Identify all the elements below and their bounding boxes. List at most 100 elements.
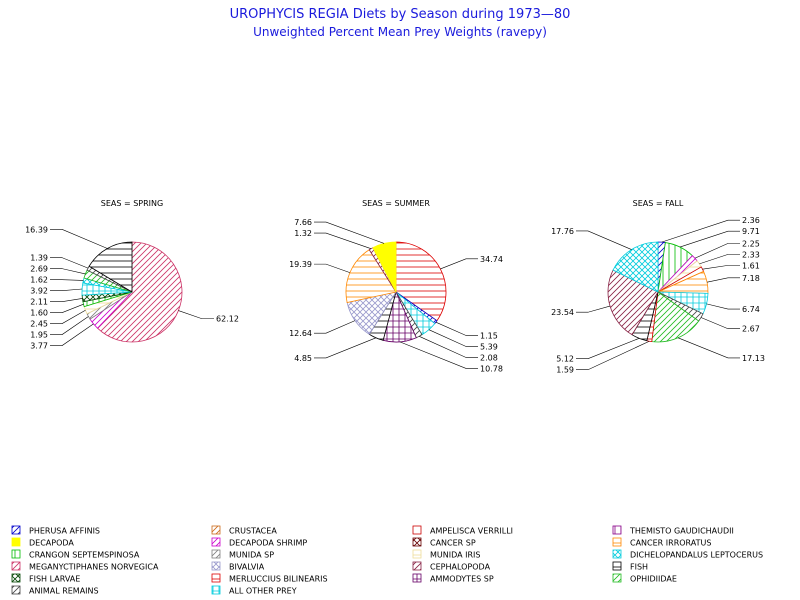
pie-charts: SEAS = SPRING 62.12 16.39 1.39 2.69 1.62 3.92 2… [25, 199, 765, 375]
pie-seas-fall: SEAS = FALL 2.36 9.71 2.25 2.33 1.61 7.18 6.74 2… [551, 199, 765, 375]
slice-value-label: 2.25 [742, 239, 760, 248]
leader-line [314, 320, 356, 334]
leader-line [661, 219, 740, 243]
leader-line [576, 230, 632, 250]
leader-line [314, 263, 350, 273]
legend-label: MUNIDA IRIS [430, 551, 481, 560]
legend-swatch [211, 549, 221, 559]
legend-swatch [412, 537, 422, 547]
legend-label: CRUSTACEA [229, 527, 277, 536]
pie-slice-decapoda [372, 241, 397, 293]
legend-label: MUNIDA SP [229, 551, 274, 560]
legend-label: CRANGON SEPTEMSPINOSA [29, 551, 140, 560]
legend-swatch [11, 573, 21, 583]
slice-value-label: 34.74 [480, 255, 503, 264]
pie-title: SEAS = SPRING [101, 199, 163, 208]
legend-label: OPHIDIIDAE [630, 575, 677, 584]
leader-line [50, 316, 89, 335]
slice-value-label: 5.39 [480, 342, 498, 351]
pie-slice-fish [88, 241, 133, 293]
slice-value-label: 2.36 [742, 216, 760, 225]
legend-swatch [612, 549, 622, 559]
legend-label: CANCER SP [430, 539, 476, 548]
legend-swatch [412, 573, 422, 583]
slice-value-label: 16.39 [25, 225, 48, 234]
leader-line [50, 309, 86, 324]
legend-item-decapoda: DECAPODA [11, 537, 74, 548]
slice-value-label: 1.39 [30, 254, 48, 263]
legend-item-munida-sp: MUNIDA SP [211, 549, 274, 560]
legend-item-bivalvia: BIVALVIA [211, 561, 265, 572]
legend-swatch [612, 537, 622, 547]
slice-value-label: 17.76 [551, 227, 574, 236]
legend-swatch [612, 525, 622, 535]
pie-title: SEAS = FALL [633, 199, 684, 208]
slice-value-label: 1.59 [556, 366, 574, 375]
legend-label: ALL OTHER PREY [229, 587, 297, 596]
slice-value-label: 3.77 [30, 342, 48, 351]
slice-value-label: 2.45 [30, 320, 48, 329]
leader-line [50, 229, 108, 249]
legend-item-all-other-prey: ALL OTHER PREY [211, 585, 297, 596]
leader-line [50, 303, 84, 313]
leader-line [694, 243, 740, 259]
leader-line [706, 303, 740, 310]
slice-value-label: 19.39 [289, 260, 312, 269]
legend-label: DECAPODA [29, 539, 74, 548]
slice-value-label: 6.74 [742, 305, 760, 314]
legend-swatch [211, 585, 221, 595]
leader-line [314, 337, 377, 359]
legend-label: ANIMAL REMAINS [29, 587, 99, 596]
slice-value-label: 2.11 [30, 298, 48, 307]
legend-swatch [612, 561, 622, 571]
legend-item-decapoda-shrimp: DECAPODA SHRIMP [211, 537, 307, 548]
legend-item-animal-remains: ANIMAL REMAINS [11, 585, 99, 596]
slice-value-label: 62.12 [216, 315, 239, 324]
leader-line [50, 298, 83, 302]
legend-swatch [412, 525, 422, 535]
legend-label: CANCER IRRORATUS [630, 539, 711, 548]
legend-item-cancer-sp: CANCER SP [412, 537, 476, 548]
pie-seas-summer: SEAS = SUMMER 34.74 1.15 5.39 2.08 10.78 7.66 1… [289, 199, 503, 373]
legend-swatch [11, 537, 21, 547]
legend-label: CEPHALOPODA [430, 563, 491, 572]
leader-line [419, 336, 478, 358]
slice-value-label: 1.61 [742, 261, 760, 270]
slice-value-label: 1.62 [30, 276, 48, 285]
leader-line [700, 317, 740, 330]
legend-item-cancer-irroratus: CANCER IRRORATUS [612, 537, 711, 548]
legend-item-dichelopandalus-leptocerus: DICHELOPANDALUS LEPTOCERUS [612, 549, 763, 560]
legend-item-merluccius-bilinearis: MERLUCCIUS BILINEARIS [211, 573, 328, 584]
legend-label: FISH [630, 563, 648, 572]
leader-line [576, 340, 650, 371]
leader-line [314, 221, 385, 244]
legend-label: AMPELISCA VERRILLI [430, 527, 513, 536]
legend-item-fish: FISH [612, 561, 648, 572]
legend-label: DICHELOPANDALUS LEPTOCERUS [630, 551, 763, 560]
legend-swatch [412, 561, 422, 571]
legend-item-ampelisca-verrilli: AMPELISCA VERRILLI [412, 525, 513, 536]
leader-line [50, 323, 94, 346]
leader-line [706, 277, 740, 283]
slice-value-label: 7.18 [742, 274, 760, 283]
legend-swatch [211, 537, 221, 547]
slice-value-label: 23.54 [551, 308, 574, 317]
pie-title: SEAS = SUMMER [362, 199, 430, 208]
leader-line [50, 279, 84, 281]
legend-swatch [11, 525, 21, 535]
legend-item-cephalopoda: CEPHALOPODA [412, 561, 491, 572]
slice-value-label: 9.71 [742, 227, 760, 236]
legend-item-ophidiidae: OPHIDIIDAE [612, 573, 677, 584]
legend-item-pherusa-affinis: PHERUSA AFFINIS [11, 525, 100, 536]
pie-slice-merluccius-bilinearis [395, 241, 447, 322]
legend-swatch [11, 561, 21, 571]
leader-line [50, 268, 86, 275]
slice-value-label: 17.13 [742, 354, 765, 363]
legend-item-munida-iris: MUNIDA IRIS [412, 549, 481, 560]
leader-line [702, 265, 740, 270]
legend-label: MEGANYCTIPHANES NORVEGICA [29, 563, 159, 572]
legend-swatch [211, 561, 221, 571]
slice-value-label: 10.78 [480, 364, 503, 373]
chart-title: UROPHYCIS REGIA Diets by Season during 1… [230, 7, 571, 22]
